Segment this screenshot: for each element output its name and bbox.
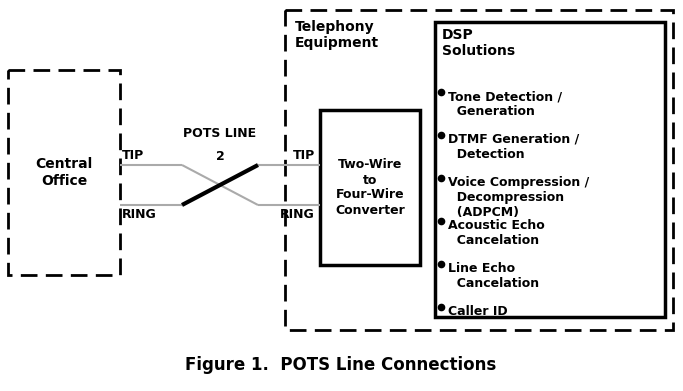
Text: TIP: TIP xyxy=(293,149,315,162)
Text: Telephony
Equipment: Telephony Equipment xyxy=(295,20,379,50)
Bar xyxy=(320,110,420,265)
Text: Caller ID: Caller ID xyxy=(448,305,507,318)
Text: RING: RING xyxy=(122,208,157,221)
Text: RING: RING xyxy=(280,208,315,221)
Text: Tone Detection /
  Generation: Tone Detection / Generation xyxy=(448,90,562,118)
Bar xyxy=(435,22,665,317)
Text: Figure 1.  POTS Line Connections: Figure 1. POTS Line Connections xyxy=(185,356,497,374)
Text: DTMF Generation /
  Detection: DTMF Generation / Detection xyxy=(448,133,579,161)
Bar xyxy=(285,10,673,330)
Text: Line Echo
  Cancelation: Line Echo Cancelation xyxy=(448,262,539,290)
Bar xyxy=(8,70,120,275)
Text: Two-Wire
to
Four-Wire
Converter: Two-Wire to Four-Wire Converter xyxy=(335,158,405,217)
Text: Voice Compression /
  Decompression
  (ADPCM): Voice Compression / Decompression (ADPCM… xyxy=(448,176,589,219)
Text: TIP: TIP xyxy=(122,149,144,162)
Text: Central
Office: Central Office xyxy=(36,158,93,188)
Text: Acoustic Echo
  Cancelation: Acoustic Echo Cancelation xyxy=(448,219,545,247)
Text: POTS LINE: POTS LINE xyxy=(184,127,257,140)
Text: DSP
Solutions: DSP Solutions xyxy=(442,28,515,58)
Text: 2: 2 xyxy=(216,150,225,163)
